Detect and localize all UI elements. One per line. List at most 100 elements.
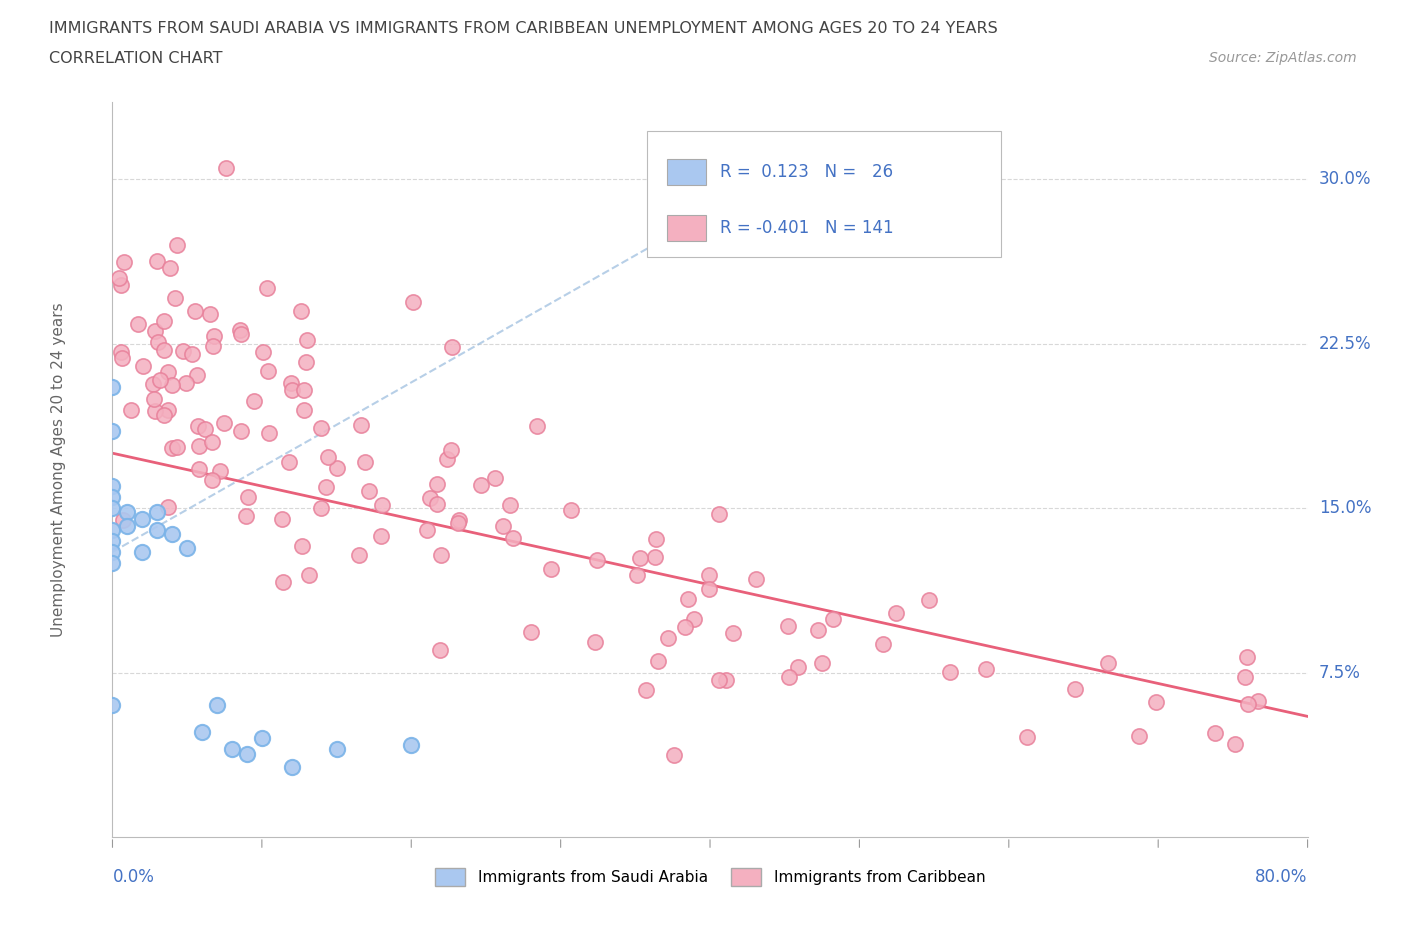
Point [441,339,464,354]
Point [776,618,799,633]
Point [271,574,294,589]
Point [644,550,666,565]
Point [673,620,696,635]
Point [174,376,197,391]
Point [101,698,124,713]
Point [402,294,425,309]
Point [166,439,188,454]
Point [426,497,449,512]
Point [101,424,124,439]
Point [350,418,373,432]
Point [1097,656,1119,671]
Point [309,500,332,515]
Point [229,322,252,337]
Point [236,746,259,761]
Point [683,611,706,626]
Point [807,622,830,637]
Point [585,552,607,567]
Point [187,461,209,476]
Point [325,742,347,757]
Text: R =  0.123   N =   26: R = 0.123 N = 26 [720,163,893,181]
Point [371,498,394,512]
Point [163,290,186,305]
Point [146,253,169,268]
Point [143,392,166,406]
Point [316,450,339,465]
Point [111,513,134,528]
Point [280,376,302,391]
Point [243,394,266,409]
Point [810,656,832,671]
Point [1236,649,1258,664]
Point [1234,670,1257,684]
Point [492,518,515,533]
Point [187,439,209,454]
Point [146,335,169,350]
Point [184,303,207,318]
Point [111,351,134,365]
Point [821,611,844,626]
Point [101,534,124,549]
Point [214,416,236,431]
Point [354,455,377,470]
Point [440,443,463,458]
Point [156,403,179,418]
Point [172,344,194,359]
Point [153,342,176,357]
Point [419,491,441,506]
Point [221,742,243,757]
Point [187,418,209,433]
Text: 15.0%: 15.0% [1319,499,1371,517]
Point [357,484,380,498]
Point [277,455,299,470]
Point [110,278,132,293]
Point [1017,730,1039,745]
Text: R = -0.401   N = 141: R = -0.401 N = 141 [720,219,894,237]
Point [326,460,349,475]
Point [707,672,730,687]
Point [157,499,180,514]
Point [200,307,222,322]
Point [662,748,685,763]
Point [101,489,124,504]
Point [201,472,224,487]
Point [143,324,166,339]
Point [298,568,321,583]
Text: 22.5%: 22.5% [1319,335,1371,352]
Point [142,377,165,392]
Point [127,316,149,331]
Text: IMMIGRANTS FROM SAUDI ARABIA VS IMMIGRANTS FROM CARIBBEAN UNEMPLOYMENT AMONG AGE: IMMIGRANTS FROM SAUDI ARABIA VS IMMIGRAN… [49,21,998,36]
Point [657,631,679,645]
Point [270,512,292,526]
Point [101,380,124,395]
Point [290,304,312,319]
Point [281,760,304,775]
Point [295,355,318,370]
Point [744,572,766,587]
Point [159,260,181,275]
Point [131,544,153,559]
Point [436,451,458,466]
Point [101,479,124,494]
Point [1225,737,1247,751]
Point [626,568,648,583]
Point [1236,697,1258,711]
Point [146,505,169,520]
Point [1063,682,1085,697]
Point [120,403,142,418]
Point [191,724,214,739]
Point [676,591,699,606]
Text: Unemployment Among Ages 20 to 24 years: Unemployment Among Ages 20 to 24 years [51,302,66,637]
Text: 0.0%: 0.0% [112,868,155,885]
Point [644,531,666,546]
Point [229,423,252,438]
Point [194,421,217,436]
Point [101,523,124,538]
Point [252,345,274,360]
Point [110,345,132,360]
Point [146,523,169,538]
Point [697,567,720,582]
Point [162,527,183,542]
Point [697,582,720,597]
Point [415,523,437,538]
